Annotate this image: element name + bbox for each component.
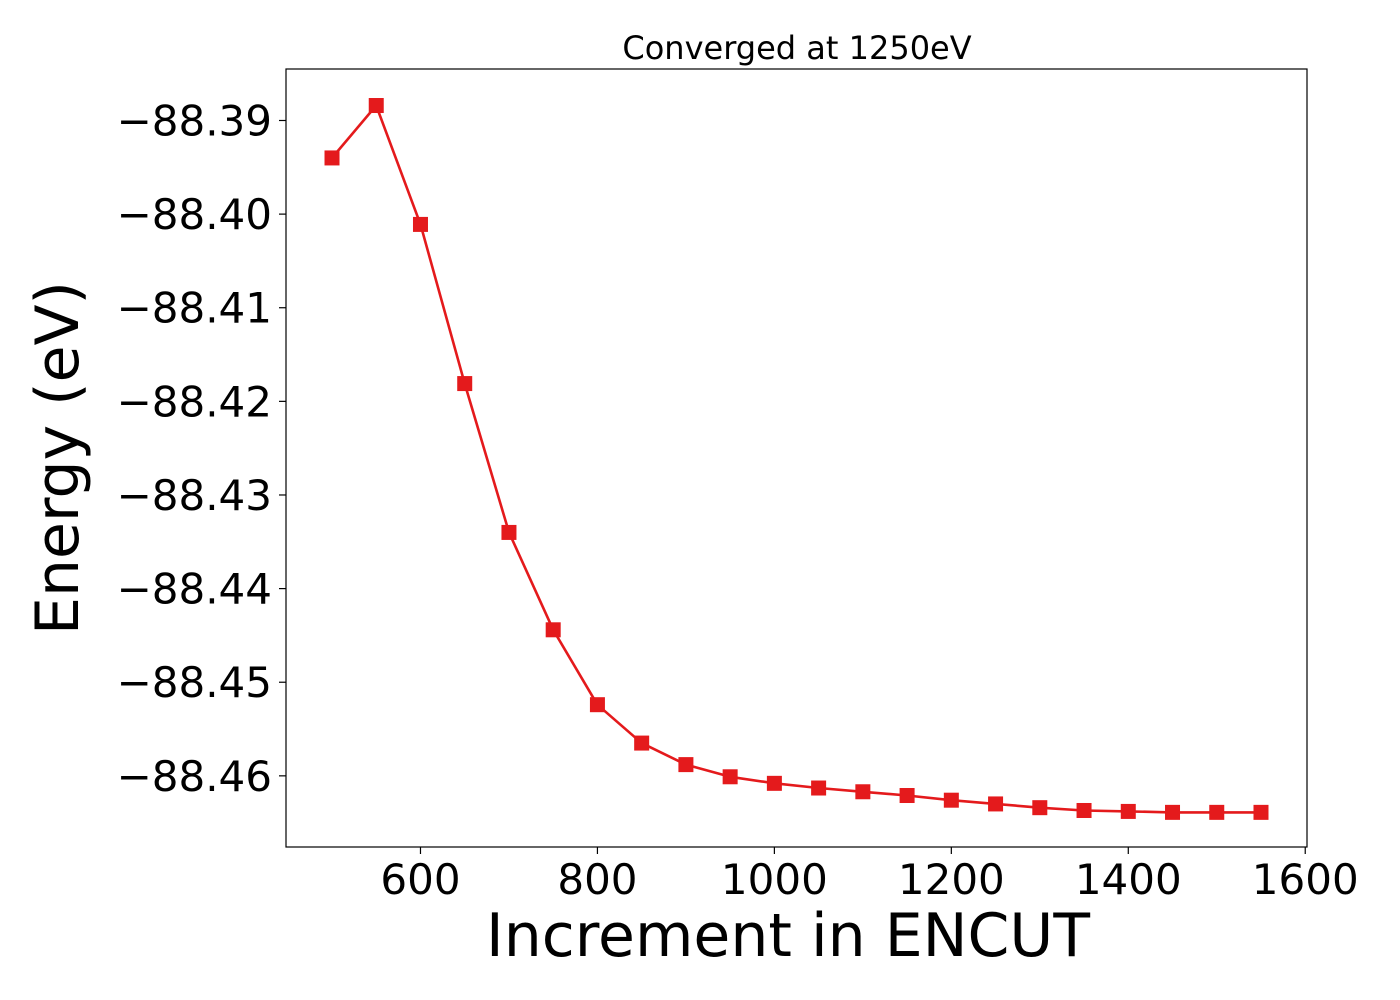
x-axis-title: Increment in ENCUT	[486, 901, 1090, 971]
data-point-marker	[1209, 804, 1225, 820]
data-point-marker	[1165, 804, 1181, 820]
x-tick-label: 1600	[1252, 855, 1359, 904]
y-axis-ticks: −88.39 −88.40 −88.41 −88.42 −88.43 −88.44 −88.…	[117, 96, 286, 801]
y-tick-label: −88.44	[117, 565, 272, 614]
data-point-marker	[412, 216, 428, 232]
y-tick-label: −88.39	[117, 96, 272, 145]
data-point-marker	[722, 769, 738, 785]
y-tick-label: −88.45	[117, 658, 272, 707]
data-point-marker	[545, 622, 561, 638]
data-point-marker	[1253, 804, 1269, 820]
data-point-marker	[1120, 803, 1136, 819]
data-point-marker	[368, 98, 384, 114]
y-axis-title: Energy (eV)	[23, 281, 93, 635]
data-point-marker	[324, 150, 340, 166]
x-tick-label: 600	[380, 855, 460, 904]
data-point-marker	[855, 784, 871, 800]
data-point-marker	[899, 788, 915, 804]
x-tick-label: 1200	[898, 855, 1005, 904]
data-point-marker	[457, 376, 473, 392]
chart-title: Converged at 1250eV	[622, 29, 971, 67]
data-point-marker	[589, 697, 605, 713]
series-line	[331, 104, 1261, 814]
x-tick-label: 800	[557, 855, 637, 904]
y-tick-label: −88.43	[117, 471, 272, 520]
data-point-marker	[943, 792, 959, 808]
y-tick-label: −88.41	[117, 284, 272, 333]
x-tick-label: 1000	[721, 855, 828, 904]
y-tick-label: −88.42	[117, 377, 272, 426]
data-point-marker	[678, 757, 694, 773]
data-point-marker	[501, 524, 517, 540]
x-axis-ticks: 600 800 1000 1200 1400 1600	[380, 847, 1359, 904]
data-point-marker	[1076, 802, 1092, 818]
series-layer	[324, 98, 1269, 820]
data-point-marker	[811, 780, 827, 796]
data-point-marker	[988, 796, 1004, 812]
x-tick-label: 1400	[1075, 855, 1182, 904]
y-tick-label: −88.46	[117, 752, 272, 801]
y-tick-label: −88.40	[117, 190, 272, 239]
data-point-marker	[766, 775, 782, 791]
data-point-marker	[1032, 800, 1048, 816]
plot-area-frame	[285, 68, 1308, 848]
data-point-marker	[634, 735, 650, 751]
